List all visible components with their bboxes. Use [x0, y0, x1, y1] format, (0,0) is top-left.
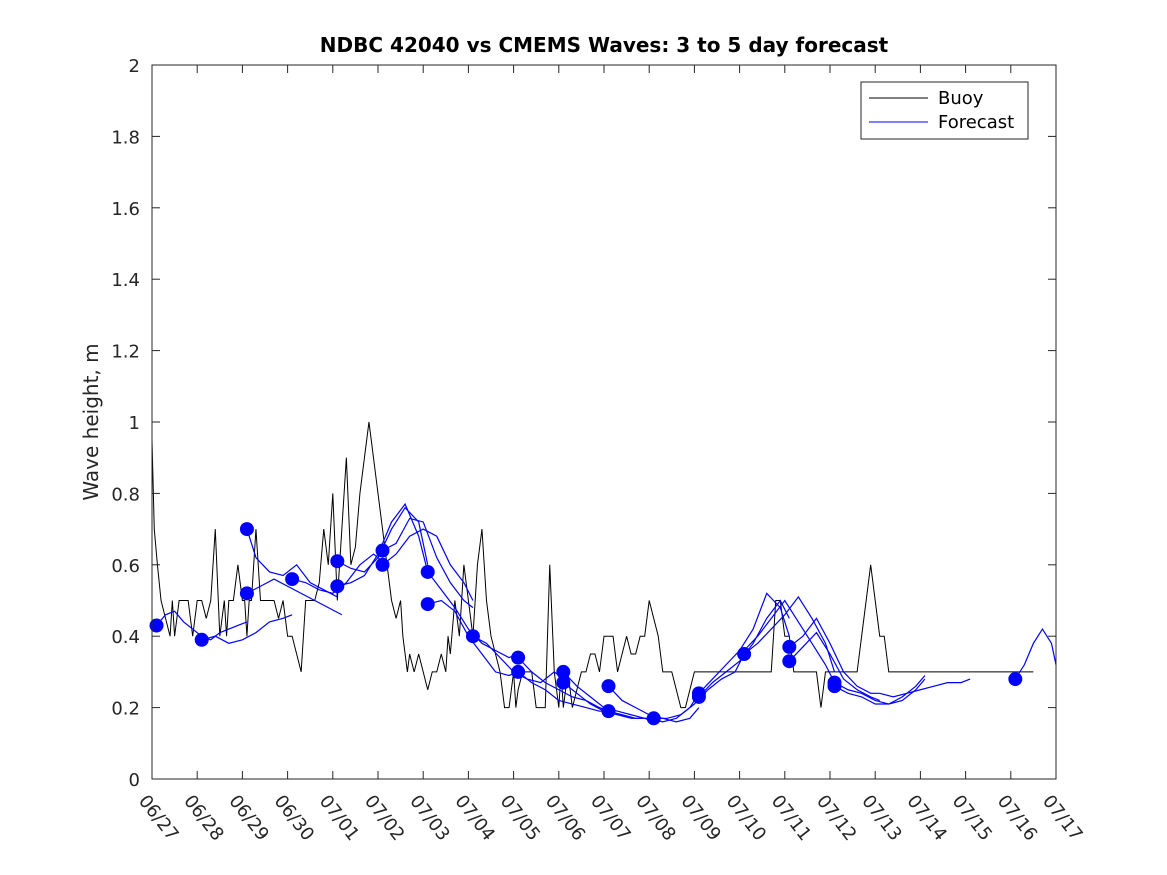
- forecast-series-line-28: [1014, 627, 1057, 680]
- forecast-series-line-13: [517, 671, 609, 712]
- y-axis-label: Wave height, m: [79, 343, 103, 500]
- forecast-start-marker: [239, 522, 254, 537]
- chart-title: NDBC 42040 vs CMEMS Waves: 3 to 5 day fo…: [320, 33, 889, 57]
- forecast-start-marker: [782, 654, 797, 669]
- forecast-series-line-20: [698, 592, 790, 694]
- forecast-start-marker: [194, 632, 209, 647]
- legend: Buoy Forecast: [860, 81, 1029, 140]
- forecast-series-line-26: [834, 675, 926, 705]
- forecast-start-marker: [511, 664, 526, 679]
- forecast-start-marker: [330, 579, 345, 594]
- forecast-series-line-24: [788, 631, 880, 702]
- forecast-start-marker: [149, 618, 164, 633]
- forecast-series-line-8: [382, 528, 474, 601]
- y-axis: 0 0.2 0.4 0.6 0.8 1 1.2 1.4 1.6 1.8 2: [111, 56, 1056, 791]
- forecast-series-line-2: [246, 528, 338, 598]
- forecast-start-marker: [420, 564, 435, 579]
- forecast-start-marker: [465, 629, 480, 644]
- y-tick-label: 1: [129, 413, 140, 434]
- forecast-series-line-23: [788, 617, 880, 694]
- y-tick-label: 0: [129, 770, 140, 791]
- forecast-series-line-3: [246, 578, 343, 616]
- forecast-start-marker: [782, 639, 797, 654]
- legend-buoy-label: Buoy: [938, 88, 984, 109]
- forecast-start-marker: [239, 586, 254, 601]
- y-tick-label: 0.8: [111, 484, 140, 505]
- forecast-series-line-6: [337, 502, 429, 587]
- forecast-series-line-27: [879, 678, 971, 698]
- forecast-series-line-22: [743, 599, 836, 683]
- forecast-start-marker: [601, 704, 616, 719]
- plot-background: [152, 65, 1056, 779]
- forecast-start-marker: [1008, 672, 1023, 687]
- forecast-start-marker: [646, 711, 661, 726]
- forecast-start-marker: [827, 679, 842, 694]
- forecast-series-line-7: [382, 517, 474, 609]
- forecast-start-marker: [737, 647, 752, 662]
- forecast-start-marker: [556, 675, 571, 690]
- y-tick-label: 1.4: [111, 270, 140, 291]
- forecast-series-line-10: [427, 599, 519, 677]
- forecast-start-marker: [556, 664, 571, 679]
- forecast-start-marker: [691, 686, 706, 701]
- forecast-series-line-12: [517, 657, 609, 712]
- forecast-start-marker: [375, 543, 390, 558]
- y-tick-label: 0.2: [111, 699, 140, 720]
- legend-forecast-label: Forecast: [938, 112, 1014, 133]
- plot-area: [149, 64, 1057, 780]
- y-tick-label: 1.2: [111, 342, 140, 363]
- forecast-start-marker: [511, 650, 526, 665]
- forecast-start-marker: [375, 557, 390, 572]
- forecast-series-line-21: [743, 595, 836, 673]
- forecast-start-marker: [420, 597, 435, 612]
- y-tick-label: 0.4: [111, 627, 140, 648]
- y-tick-label: 1.6: [111, 199, 140, 220]
- y-tick-label: 0.6: [111, 556, 140, 577]
- forecast-series-line-1: [201, 614, 293, 644]
- y-tick-label: 1.8: [111, 127, 140, 148]
- legend-box: [860, 81, 1029, 140]
- forecast-start-marker: [285, 572, 300, 587]
- forecast-start-marker: [330, 554, 345, 569]
- forecast-start-marker: [601, 679, 616, 694]
- y-tick-label: 2: [129, 56, 140, 77]
